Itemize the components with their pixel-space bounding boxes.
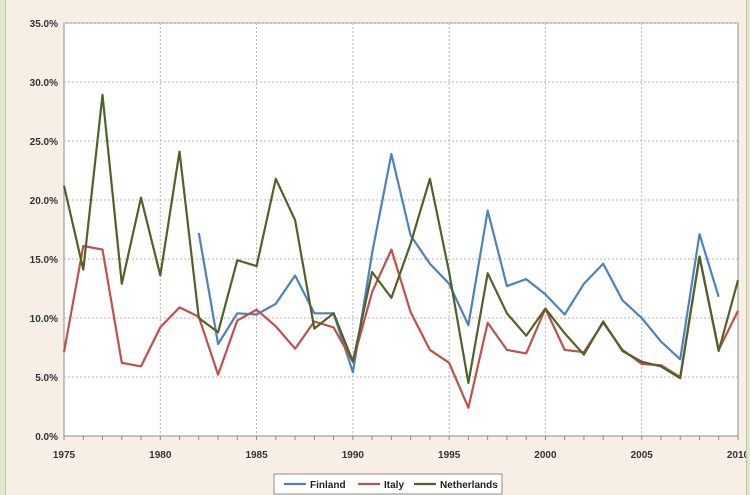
x-tick-label: 2000 (534, 450, 557, 461)
line-chart: 0.0% 5.0% 10.0% 15.0% 20.0% 25.0% 30.0% 35.0% 1… (30, 19, 746, 495)
y-tick-label: 0.0% (35, 432, 58, 443)
x-tick-label: 1975 (53, 450, 76, 461)
x-tick-label: 1980 (149, 450, 172, 461)
y-tick-label: 10.0% (30, 314, 58, 325)
x-tick-label: 2005 (631, 450, 654, 461)
plot-background (63, 22, 739, 437)
gridlines (64, 22, 738, 436)
y-tick-label: 25.0% (30, 137, 58, 148)
y-tick-label: 5.0% (35, 373, 58, 384)
x-tick-label: 2010 (727, 450, 746, 461)
plot-area (63, 22, 739, 437)
y-tick-label: 30.0% (30, 78, 58, 89)
y-tick-label: 20.0% (30, 196, 58, 207)
x-tick-label: 1990 (342, 450, 365, 461)
x-tick-label: 1985 (245, 450, 268, 461)
x-tick-label: 1995 (438, 450, 461, 461)
series-line-finland (197, 152, 720, 374)
legend-label-italy: Italy (384, 480, 404, 491)
y-axis: 0.0% 5.0% 10.0% 15.0% 20.0% 25.0% 30.0% 35.0% (30, 19, 58, 443)
series-lines (62, 93, 740, 409)
y-tick-label: 15.0% (30, 255, 58, 266)
legend: Finland Italy Netherlands (273, 473, 503, 495)
series-line-netherlands (62, 93, 740, 384)
chart-frame: 0.0% 5.0% 10.0% 15.0% 20.0% 25.0% 30.0% 35.0% 1… (5, 0, 747, 495)
x-axis: 1975 1980 1985 1990 1995 2000 2005 2010 (53, 436, 746, 461)
legend-label-finland: Finland (310, 480, 346, 491)
y-tick-label: 35.0% (30, 19, 58, 30)
legend-label-netherlands: Netherlands (440, 480, 498, 491)
legend-box (273, 473, 503, 495)
